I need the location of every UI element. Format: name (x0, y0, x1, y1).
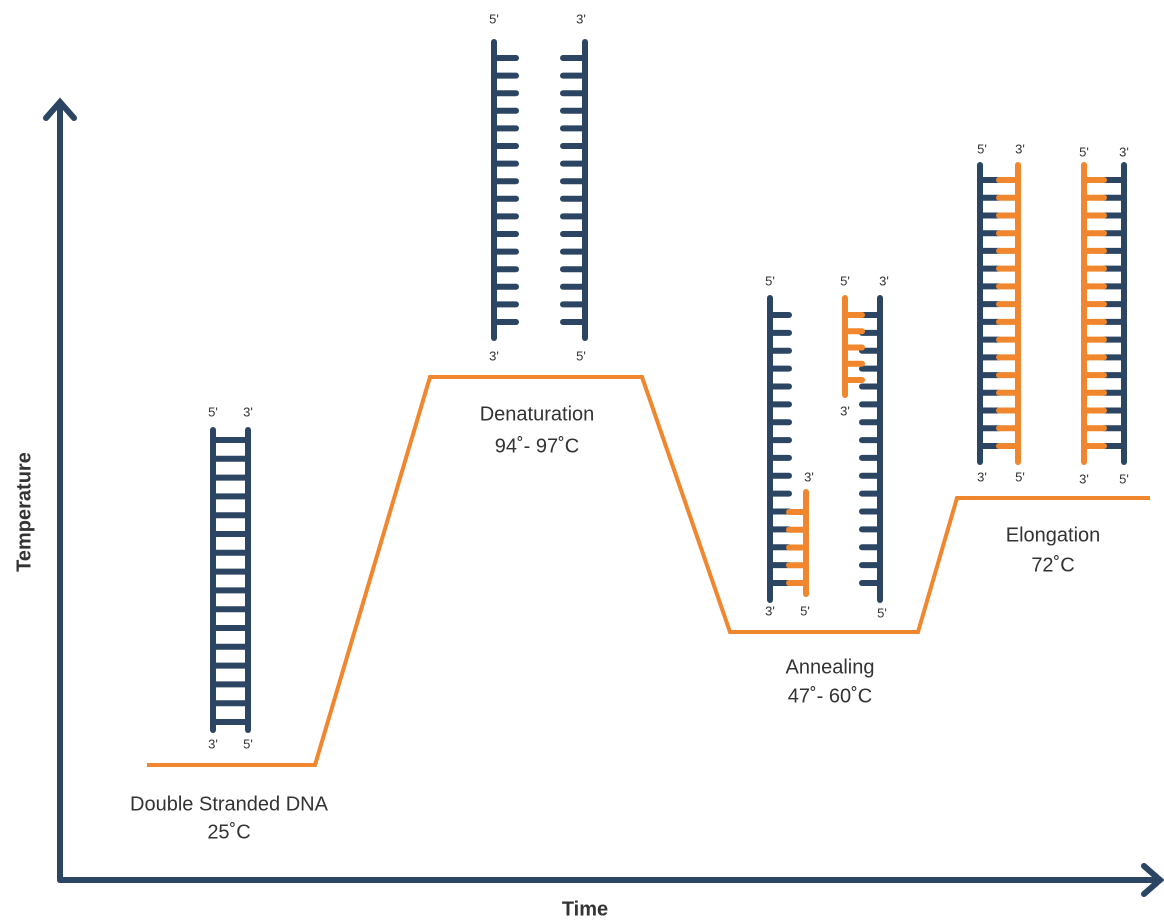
strand-end-label: 5' (1079, 144, 1089, 159)
strand-end-label: 3' (1015, 141, 1025, 156)
strand-end-label: 5' (1119, 471, 1129, 486)
pcr-diagram: Temperature Time 5' 3' 3' 5' Double Stranded… (0, 0, 1164, 922)
strand-end-label: 3' (489, 348, 499, 363)
stage-temperature: 47˚- 60˚C (788, 685, 872, 707)
strand-end-label: 3' (243, 404, 253, 419)
strand-end-label: 5' (1015, 469, 1025, 484)
x-axis-label: Time (562, 898, 608, 920)
strand-end-label: 3' (804, 469, 814, 484)
stage-name: Denaturation (480, 403, 595, 425)
strand-end-label: 3' (576, 11, 586, 26)
strand-end-label: 3' (840, 403, 850, 418)
strand-end-label: 3' (208, 736, 218, 751)
strand-end-label: 3' (977, 469, 987, 484)
strand-end-label: 3' (1119, 144, 1129, 159)
strand-end-label: 5' (243, 736, 253, 751)
dna-strands (213, 42, 1124, 730)
strand-end-label: 5' (800, 603, 810, 618)
stage-name: Elongation (1006, 524, 1101, 546)
stage-name: Double Stranded DNA (130, 793, 329, 815)
strand-end-label: 5' (977, 141, 987, 156)
stage-temperature: 94˚- 97˚C (495, 435, 579, 457)
strand-end-label: 3' (1079, 471, 1089, 486)
strand-end-label: 3' (765, 603, 775, 618)
stage-temperature: 25˚C (207, 821, 250, 843)
strand-end-label: 5' (576, 348, 586, 363)
stage-temperature: 72˚C (1031, 554, 1074, 576)
strand-end-label: 3' (879, 273, 889, 288)
strand-end-label: 5' (877, 605, 887, 620)
stage-name: Annealing (786, 656, 875, 678)
strand-end-label: 5' (489, 11, 499, 26)
strand-end-label: 5' (765, 273, 775, 288)
strand-end-label: 5' (208, 404, 218, 419)
temperature-profile (147, 377, 1150, 765)
y-axis-label: Temperature (13, 452, 35, 572)
strand-end-label: 5' (840, 273, 850, 288)
